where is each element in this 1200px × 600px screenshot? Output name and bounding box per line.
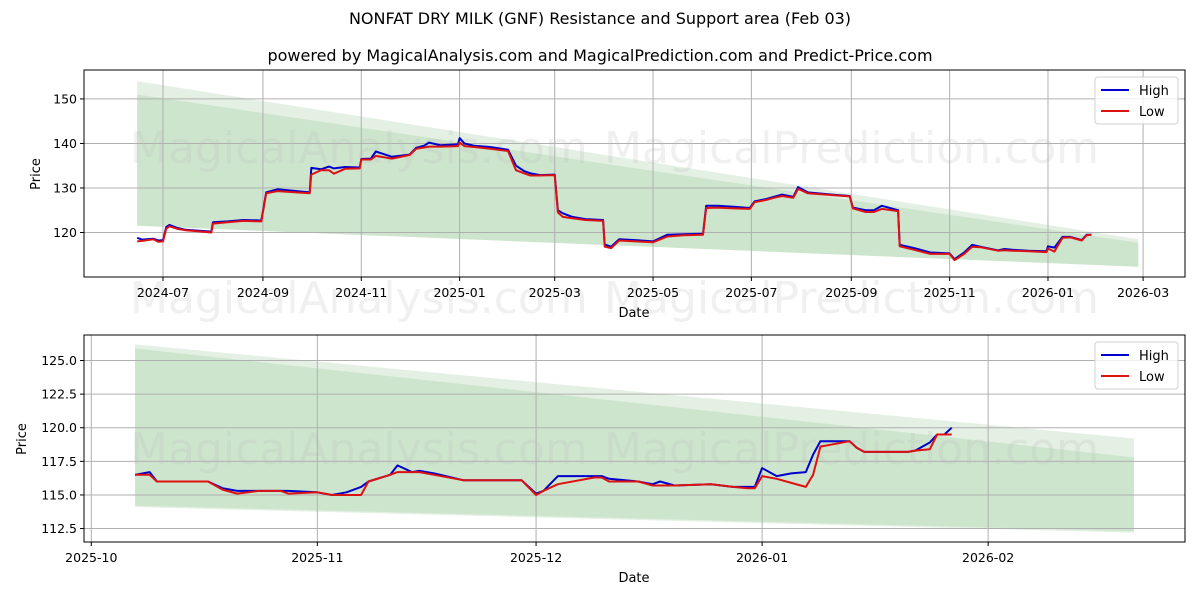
x-tick-label: 2025-01 [433,285,485,300]
y-axis-label: Price [15,423,30,455]
price-lines [134,426,953,496]
y-tick-label: 120 [53,225,77,240]
x-tick-label: 2025-05 [627,285,679,300]
x-tick-label: 2025-11 [291,550,343,565]
x-tick-label: 2024-07 [137,285,189,300]
low-legend-label: Low [1139,105,1165,120]
x-axis-label: Date [618,571,649,586]
plot-frame [83,334,1186,543]
y-tick-label: 120.0 [41,420,77,435]
y-tick-label: 150 [53,91,77,106]
legend-box [1094,341,1179,390]
watermark-text: MagicalPrediction.com [604,123,1099,174]
legend: High Low [1094,341,1179,390]
watermark: MagicalAnalysis.com MagicalPrediction.com [130,424,1099,475]
y-tick-label: 140 [53,136,77,151]
high-legend-label: High [1139,349,1169,364]
x-tick-label: 2026-03 [1117,285,1169,300]
axis-ticks: 120 130 140 150 2024-07 2024-09 2024-11 2025-01… [53,91,1169,300]
x-tick-label: 2025-09 [825,285,877,300]
x-tick-label: 2024-11 [335,285,387,300]
x-tick-label: 2026-02 [962,550,1014,565]
watermark: MagicalAnalysis.com MagicalPrediction.com… [130,123,1099,324]
axis-ticks: 112.5 115.0 117.5 120.0 122.5 125.0 2025-10 202… [41,353,1014,565]
x-tick-label: 2026-01 [1022,285,1074,300]
x-tick-label: 2026-01 [736,550,788,565]
x-tick-label: 2024-09 [237,285,289,300]
y-tick-label: 122.5 [41,387,77,402]
grid-lines [84,335,1185,542]
inner-band [137,94,1139,267]
legend: High Low [1094,76,1179,125]
grid-lines [84,70,1185,277]
y-tick-label: 125.0 [41,353,77,368]
high-legend-label: High [1139,84,1169,99]
y-tick-label: 115.0 [41,487,77,502]
x-tick-label: 2025-11 [924,285,976,300]
legend-box [1094,76,1179,125]
y-tick-label: 117.5 [41,454,77,469]
plot-frame [83,69,1186,278]
y-tick-label: 130 [53,180,77,195]
price-lines [136,137,1092,262]
chart-title: NONFAT DRY MILK (GNF) Resistance and Sup… [348,9,852,28]
watermark-text: MagicalAnalysis.com [130,273,588,324]
x-axis-label: Date [618,306,649,321]
x-tick-label: 2025-10 [65,550,117,565]
low-legend-label: Low [1139,370,1165,385]
watermark-text: MagicalPrediction.com [604,273,1099,324]
watermark-text: MagicalAnalysis.com [130,424,588,475]
low-price-line [137,141,1092,262]
low-price-line [135,433,952,496]
resistance-support-band [137,81,1139,267]
chart-subtitle: powered by MagicalAnalysis.com and Magic… [267,46,933,65]
x-tick-label: 2025-07 [725,285,777,300]
watermark-text: MagicalPrediction.com [604,424,1099,475]
bottom-chart: MagicalAnalysis.com MagicalPrediction.com… [15,334,1186,586]
x-tick-label: 2025-12 [510,550,562,565]
x-tick-label: 2025-03 [529,285,581,300]
y-axis-label: Price [29,158,44,190]
watermark-text: MagicalAnalysis.com [130,123,588,174]
top-chart: MagicalAnalysis.com MagicalPrediction.com… [29,69,1186,324]
y-tick-label: 112.5 [41,521,77,536]
